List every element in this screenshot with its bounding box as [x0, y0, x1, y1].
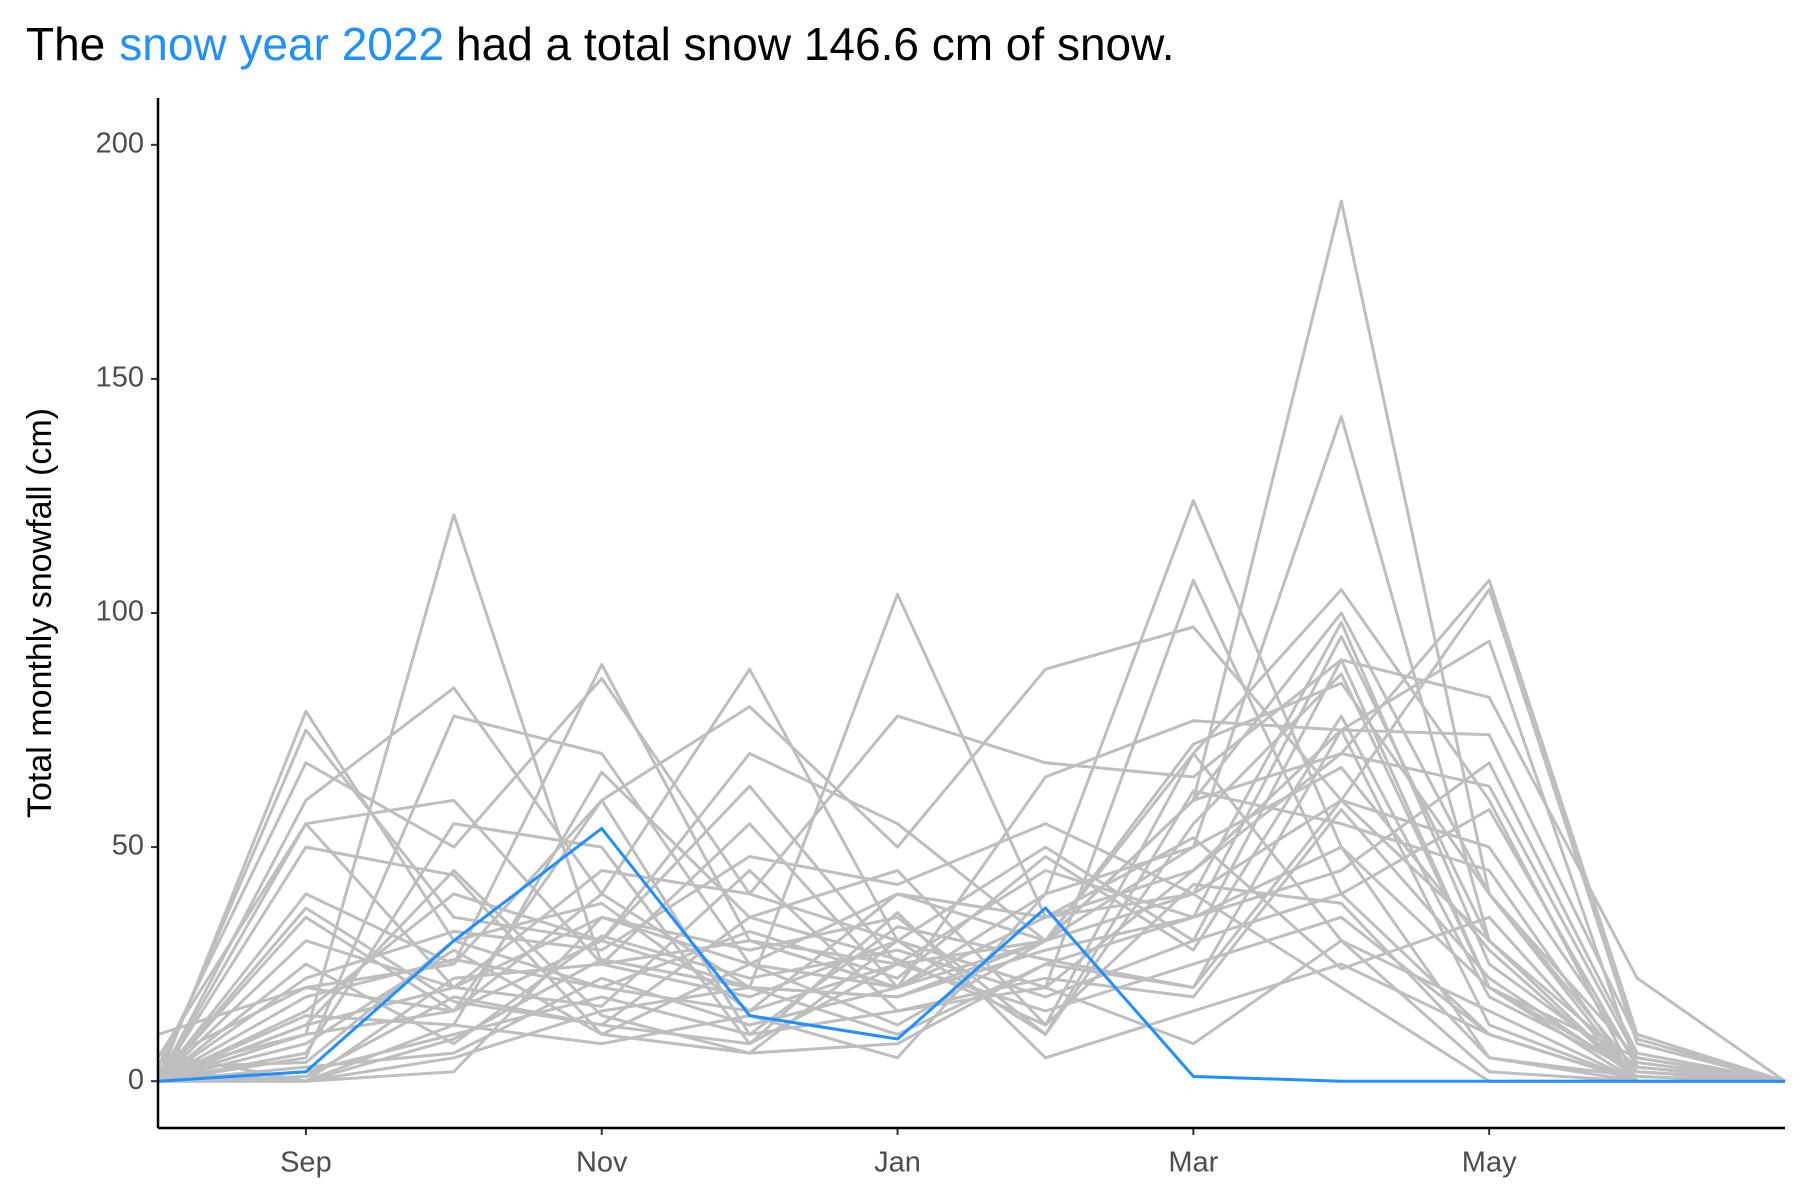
- series-line: [156, 883, 1785, 1083]
- y-tick-label: 150: [96, 362, 144, 394]
- highlight-line: [157, 826, 1785, 1083]
- x-tick-label: May: [1462, 1147, 1517, 1179]
- series-line: [156, 845, 1785, 1083]
- y-tick-label: 50: [112, 830, 144, 862]
- series-line: [157, 728, 1785, 1083]
- series-line: [156, 658, 1786, 1083]
- series-line: [157, 578, 1786, 1083]
- y-tick-label: 0: [128, 1064, 144, 1096]
- series-line: [157, 822, 1785, 1083]
- title-after: had a total snow 146.6 cm of snow.: [456, 18, 1175, 70]
- series-line: [157, 714, 1786, 1083]
- x-tick-label: Jan: [874, 1147, 921, 1179]
- x-tick-label: Sep: [280, 1147, 332, 1179]
- series-line: [157, 588, 1785, 1083]
- series-line: [157, 728, 1786, 1083]
- series-line: [157, 766, 1785, 1083]
- x-tick-label: Nov: [576, 1147, 628, 1179]
- y-tick-label: 100: [96, 596, 144, 628]
- x-tick-label: Mar: [1168, 1147, 1218, 1179]
- series-line: [156, 578, 1785, 1083]
- y-tick-label: 200: [96, 127, 144, 159]
- y-axis-title: Total monthly snowfall (cm): [21, 408, 59, 818]
- series-line: [156, 798, 1786, 1083]
- title-highlight: snow year 2022: [119, 18, 444, 70]
- series-line: [157, 752, 1785, 1083]
- series-line: [156, 658, 1786, 1083]
- series-line: [156, 588, 1786, 1083]
- chart-title: The snow year 2022 had a total snow 146.6 …: [26, 18, 1175, 70]
- title-before: The: [26, 18, 105, 70]
- series-line: [157, 808, 1786, 1083]
- series-line: [158, 681, 1786, 1083]
- series-line: [156, 639, 1786, 1083]
